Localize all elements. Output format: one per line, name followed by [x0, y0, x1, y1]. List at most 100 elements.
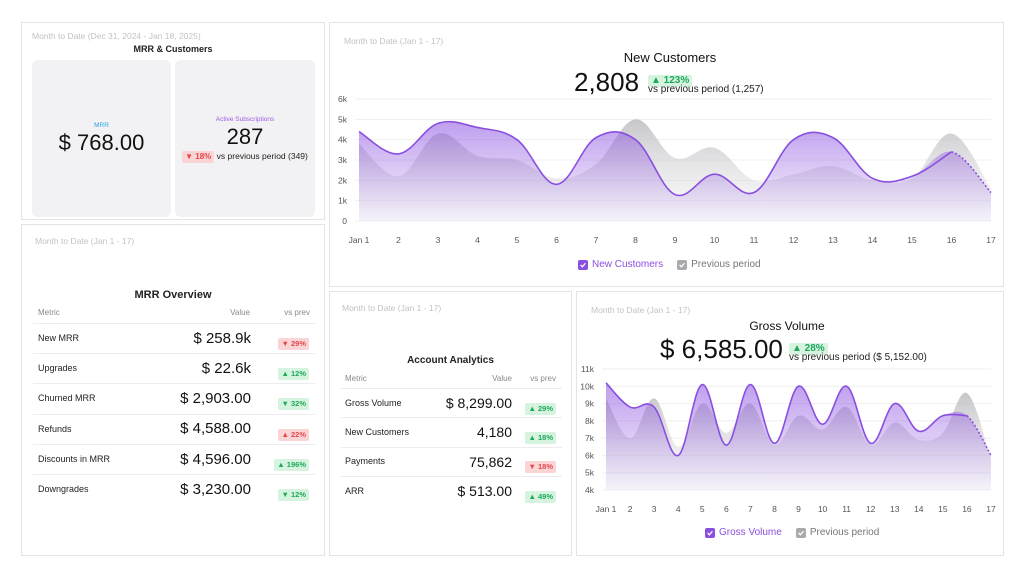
change-badge: ▲ 22%: [278, 424, 309, 442]
data-point: [792, 138, 794, 140]
data-point: [749, 383, 751, 385]
column-header-value[interactable]: Value: [492, 374, 512, 383]
current-series-partial-line: [951, 151, 992, 194]
table-row[interactable]: Upgrades $ 22.6k ▲ 12%: [33, 353, 315, 383]
gross-volume-panel: Month to Date (Jan 1 - 17) Gross Volume …: [576, 291, 1004, 556]
previous-data-point: [821, 428, 823, 430]
legend-label: New Customers: [592, 259, 664, 270]
previous-data-point: [634, 118, 636, 120]
x-tick-label: 9: [796, 504, 801, 514]
y-tick-label: 8k: [585, 416, 595, 426]
table-row[interactable]: New MRR $ 258.9k ▼ 29%: [33, 323, 315, 353]
table-row[interactable]: New Customers 4,180 ▲ 18%: [341, 417, 562, 446]
mrr-card[interactable]: MRR $ 768.00: [32, 60, 171, 217]
data-point: [605, 382, 607, 384]
period-label: Month to Date (Dec 31, 2024 - Jan 18, 20…: [32, 31, 201, 41]
previous-data-point: [701, 402, 703, 404]
y-tick-label: 3k: [338, 155, 348, 165]
previous-data-point: [942, 432, 944, 434]
new-customers-chart: 0 1k 2k 3k 4k 5k 6k Jan 1 2 3 4 5 6 7 8 9 10 11 12 13 14 15 16…: [338, 94, 996, 245]
table-row[interactable]: Downgrades $ 3,230.00 ▼ 12%: [33, 474, 315, 504]
previous-data-point: [869, 444, 871, 446]
compare-text: vs previous period (1,257): [648, 84, 764, 95]
metric-value: $ 8,299.00: [445, 394, 512, 411]
data-point: [677, 454, 679, 456]
y-tick-label: 0: [342, 216, 347, 226]
previous-data-point: [555, 177, 557, 179]
x-tick-label: 7: [594, 235, 599, 245]
change-badge-text: ▲ 196%: [274, 458, 309, 471]
legend-item-previous[interactable]: Previous period: [795, 527, 879, 538]
change-badge-text: ▲ 49%: [525, 490, 556, 503]
change-badge: ▼ 12%: [278, 484, 309, 502]
metric-value: $ 513.00: [457, 482, 513, 499]
x-tick-label: 7: [748, 504, 753, 514]
x-tick-label: 11: [842, 504, 851, 514]
panel-title: Gross Volume: [749, 319, 825, 333]
y-tick-label: 11k: [581, 364, 595, 374]
x-tick-label: Jan 1: [349, 235, 370, 245]
y-tick-label: 1k: [338, 196, 348, 206]
current-series-line: [605, 382, 967, 457]
previous-data-point: [605, 397, 607, 399]
checkbox-icon[interactable]: [578, 259, 588, 270]
column-header-value[interactable]: Value: [230, 308, 250, 317]
previous-data-point: [773, 444, 775, 446]
data-point: [990, 454, 992, 456]
metric-name: ARR: [345, 485, 365, 496]
checkbox-icon[interactable]: [795, 527, 806, 538]
change-badge-text: ▲ 18%: [525, 431, 556, 444]
data-point: [555, 183, 557, 185]
checkbox-icon[interactable]: [677, 259, 688, 270]
y-tick-label: 6k: [585, 450, 595, 460]
y-tick-label: 6k: [338, 94, 348, 104]
chart-legend: Gross Volume Previous period: [705, 527, 879, 538]
column-header-metric[interactable]: Metric: [345, 374, 367, 383]
table-row[interactable]: Gross Volume $ 8,299.00 ▲ 29%: [341, 388, 562, 417]
legend-item-current[interactable]: Gross Volume: [705, 527, 782, 538]
change-badge: ▲ 28%: [789, 338, 828, 356]
change-badge: ▲ 29%: [525, 398, 556, 416]
column-header-vs[interactable]: vs prev: [284, 308, 310, 317]
data-point: [918, 430, 920, 432]
previous-data-point: [832, 165, 834, 167]
previous-data-point: [595, 163, 597, 165]
table-row[interactable]: Refunds $ 4,588.00 ▲ 22%: [33, 413, 315, 444]
change-badge-text: ▼ 12%: [278, 489, 309, 502]
table-row[interactable]: Payments 75,862 ▼ 18%: [341, 446, 562, 476]
previous-data-point: [653, 397, 655, 399]
subscriptions-card[interactable]: Active Subscriptions 287 ▼ 18% vs previo…: [175, 60, 315, 217]
table-row[interactable]: ARR $ 513.00 ▲ 49%: [341, 475, 562, 505]
legend-item-previous[interactable]: Previous period: [677, 259, 761, 270]
kpi-value: 2,808: [574, 67, 640, 97]
column-header-vs[interactable]: vs prev: [530, 374, 556, 383]
change-badge: ▼ 18%: [525, 456, 556, 474]
previous-data-point: [797, 414, 799, 416]
previous-data-point: [674, 157, 676, 159]
subscriptions-value: 287: [226, 124, 264, 149]
period-label: Month to Date (Jan 1 - 17): [342, 303, 442, 313]
previous-data-point: [753, 179, 755, 181]
metric-value: $ 4,588.00: [180, 420, 251, 438]
y-tick-label: 10k: [580, 381, 594, 391]
x-tick-label: 12: [866, 504, 876, 514]
mrr-customers-panel: Month to Date (Dec 31, 2024 - Jan 18, 20…: [21, 22, 325, 220]
x-tick-label: 17: [986, 235, 996, 245]
legend-item-current[interactable]: New Customers: [578, 259, 663, 270]
metric-value: $ 258.9k: [193, 329, 251, 347]
metric-value: 4,180: [476, 424, 512, 441]
x-tick-label: 6: [554, 235, 559, 245]
change-badge: ▲ 196%: [274, 454, 309, 472]
period-label: Month to Date (Jan 1 - 17): [344, 36, 444, 46]
x-tick-label: 5: [515, 235, 520, 245]
previous-data-point: [749, 402, 751, 404]
column-header-metric[interactable]: Metric: [38, 308, 60, 317]
previous-data-point: [792, 173, 794, 175]
panel-title: New Customers: [623, 50, 717, 65]
table-row[interactable]: Churned MRR $ 2,903.00 ▼ 32%: [33, 383, 315, 413]
previous-data-point: [871, 179, 873, 181]
checkbox-icon[interactable]: [705, 527, 715, 538]
previous-data-point: [950, 132, 952, 134]
table-row[interactable]: Discounts in MRR $ 4,596.00 ▲ 196%: [33, 443, 315, 474]
metric-value: $ 4,596.00: [180, 450, 251, 468]
